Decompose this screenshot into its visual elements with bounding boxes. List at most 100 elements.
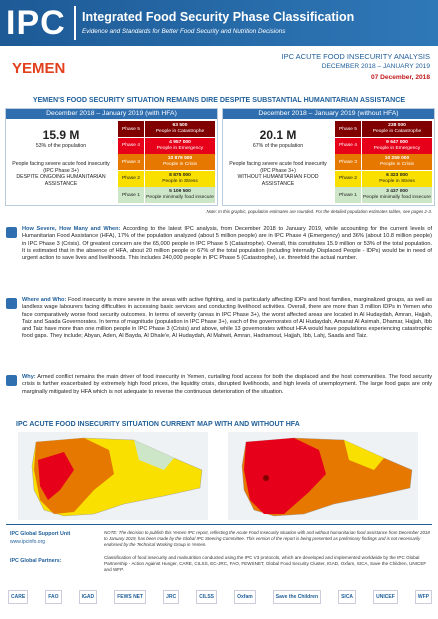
summary-panel: December 2018 – January 2019 (with HFA) 1… [5,108,218,206]
headline: YEMEN'S FOOD SECURITY SITUATION REMAINS … [32,96,406,104]
map-title: IPC ACUTE FOOD INSECURITY SITUATION CURR… [16,421,300,428]
footer-rule [6,524,432,525]
summary-panel: December 2018 – January 2019 (without HF… [222,108,435,206]
partner-logo: CILSS [196,590,218,604]
section-lead: How Severe, How Many and When: [22,226,121,232]
partners-text: Classification of food insecurity and ma… [104,555,427,572]
phase-cell: 8 875 000 People in Stress [145,170,215,187]
phase-label: People in Stress [162,178,198,184]
phase-cell: 63 500 People in Catastrophe [145,121,215,137]
phase-count: 10 259 000 [384,156,410,162]
report-kind: IPC ACUTE FOOD INSECURITY ANALYSIS [281,52,430,61]
total: 20.1 M [259,128,297,142]
panel-summary: 15.9 M 53% of the population People facing… [6,120,116,187]
phase-count: 3 437 000 [386,189,408,195]
partner-logo: Oxfam [234,590,256,604]
section-text: Where and Who: Food insecurity is more s… [22,297,432,341]
note: Note: In this graphic, population estima… [206,209,432,214]
phase-count: 10 879 500 [167,156,193,162]
phase-table: Phase 5 238 000 People in Catastrophe Phase… [335,121,432,204]
section-icon [6,227,17,238]
section-body: Food insecurity is more severe in the ar… [22,297,433,340]
section-icon [6,375,17,386]
phase-count: 4 957 000 [169,139,191,145]
partner-logo: FAO [45,590,62,604]
phase-count: 5 109 500 [169,189,191,195]
partners-label: IPC Global Partners: [10,558,62,564]
panel-title: December 2018 – January 2019 (without HF… [223,109,434,119]
header-subtitle: Evidence and Standards for Better Food S… [82,28,286,35]
map-with-hfa [18,432,208,520]
partner-logo: UNICEF [373,590,398,604]
phase-label: People in Emergency [373,145,421,151]
phase-label: People in Crisis [163,162,197,167]
phase-cell: 10 879 500 People in Crisis [145,154,215,170]
logo-separator [74,6,76,40]
partner-logos: CARE FAO IGAD FEWS NET JRC CILSS Oxfam Save the… [8,590,432,604]
panel-title: December 2018 – January 2019 (with HFA) [6,109,217,119]
phase-row: Phase 5 63 500 People in Catastrophe [118,121,215,137]
phase-name: Phase 2 [335,170,361,187]
logo: IPC [6,4,66,42]
report-period: DECEMBER 2018 – JANUARY 2019 [321,63,430,70]
phase-label: People in Emergency [156,145,204,151]
share: 53% of the population [35,143,87,149]
map-phase4 [38,452,74,500]
report-date: 07 December, 2018 [370,74,430,81]
section-icon [6,298,17,309]
footer-unit: IPC Global Support Unit [10,531,71,537]
maps [18,432,418,520]
phase-cell: 9 647 000 People in Emergency [362,137,432,154]
section-text: Why: Armed conflict remains the main dri… [22,374,432,396]
phase-cell: 6 323 000 People in Stress [362,170,432,187]
phase-cell: 4 957 000 People in Emergency [145,137,215,154]
phase-label: People in Stress [379,178,415,184]
phase-name: Phase 2 [118,170,144,187]
map-phase4 [244,438,326,514]
phase-label: People minimally food insecure [146,195,214,200]
phase-name: Phase 3 [118,154,144,170]
partner-logo: WFP [414,590,432,604]
header-band [0,0,438,46]
phase-name: Phase 4 [118,137,144,154]
condition: WITHOUT HUMANITARIAN FOOD ASSISTANCE [237,174,319,187]
phase-label: People minimally food insecure [363,195,431,200]
country: YEMEN [12,60,66,77]
phase-name: Phase 1 [335,187,361,203]
description: People facing severe acute food insecuri… [12,161,110,174]
section-body: Armed conflict remains the main driver o… [22,374,433,395]
phase-row: Phase 5 238 000 People in Catastrophe [335,121,432,137]
section-lead: Where and Who: [22,297,67,303]
section-lead: Why: [22,374,36,380]
phase-row: Phase 1 3 437 000 People minimally food in… [335,187,432,203]
footer-notice: NOTE: The decision to publish this Yemen… [104,530,430,547]
phase-label: People in Crisis [380,162,414,167]
phase-cell: 5 109 500 People minimally food insecure [145,187,215,203]
phase-count: 238 000 [388,123,406,129]
phase-count: 8 875 000 [169,172,191,178]
phase-name: Phase 5 [118,121,144,137]
description: People facing severe acute food insecuri… [229,161,327,174]
footer-url[interactable]: www.ipcinfo.org [10,539,46,545]
partner-logo: Save the Children [272,590,321,604]
phase-label: People in Catastrophe [155,129,205,134]
phase-row: Phase 3 10 879 500 People in Crisis [118,154,215,170]
partner-logo: CARE [8,590,29,604]
total: 15.9 M [42,128,80,142]
partner-logo: IGAD [78,590,98,604]
map-phase2 [344,440,384,470]
phase-name: Phase 5 [335,121,361,137]
panel-summary: 20.1 M 67% of the population People facing… [223,120,333,187]
phase-count: 6 323 000 [386,172,408,178]
phase-count: 9 647 000 [386,139,408,145]
phase-name: Phase 1 [118,187,144,203]
map-without-hfa [228,432,418,520]
condition: DESPITE ONGOING HUMANITARIAN ASSISTANCE [16,174,106,187]
phase-cell: 238 000 People in Catastrophe [362,121,432,137]
map-phase5 [263,475,269,481]
